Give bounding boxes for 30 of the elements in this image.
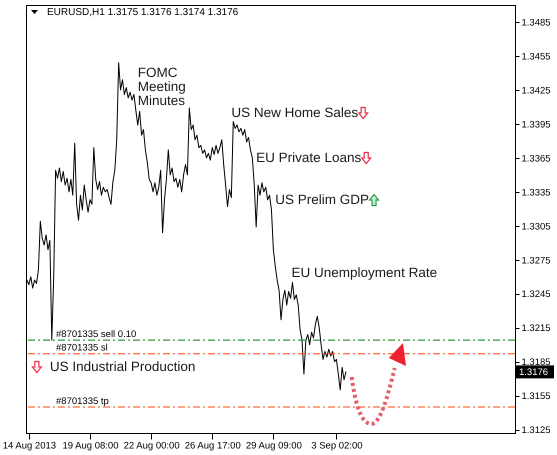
y-tick-label: 1.3245	[522, 289, 551, 300]
y-tick-label: 1.3395	[522, 119, 551, 130]
y-tick-label: 1.3335	[522, 187, 551, 198]
y-tick-label: 1.3455	[522, 51, 551, 62]
annotation: US New Home Sales	[231, 105, 358, 120]
y-tick-label: 1.3275	[522, 255, 551, 266]
annotation: US Prelim GDP	[275, 192, 370, 207]
x-tick-label: 14 Aug 2013	[2, 440, 56, 452]
chart-title: EURUSD,H1 1.3175 1.3176 1.3174 1.3176	[47, 7, 239, 18]
ref-line-label: #8701335 sell 0.10	[56, 329, 136, 340]
x-tick-label: 3 Sep 02:00	[311, 440, 363, 452]
annotation: EU Private Loans	[256, 150, 362, 165]
y-tick-label: 1.3365	[522, 153, 551, 164]
y-tick-label: 1.3215	[522, 323, 551, 334]
annotation: FOMC Meeting Minutes	[138, 65, 186, 108]
y-tick-label: 1.3125	[522, 425, 551, 436]
x-tick-label: 26 Aug 17:00	[184, 440, 241, 452]
y-tick-label: 1.3425	[522, 85, 551, 96]
x-tick-label: 22 Aug 00:00	[124, 440, 180, 452]
x-tick-label: 29 Aug 09:00	[246, 440, 302, 452]
x-tick-label: 19 Aug 08:00	[62, 440, 118, 452]
annotation: 1.3176	[519, 366, 548, 378]
ref-line-label: #8701335 tp	[56, 396, 109, 407]
ref-line-label: #8701335 sl	[56, 342, 108, 354]
y-tick-label: 1.3305	[522, 221, 551, 232]
y-tick-label: 1.3155	[522, 391, 551, 402]
y-tick-label: 1.3485	[522, 17, 551, 28]
y-tick-label: 1.3185	[522, 357, 551, 368]
annotation: US Industrial Production	[50, 359, 196, 374]
annotation: EU Unemployment Rate	[292, 265, 438, 280]
